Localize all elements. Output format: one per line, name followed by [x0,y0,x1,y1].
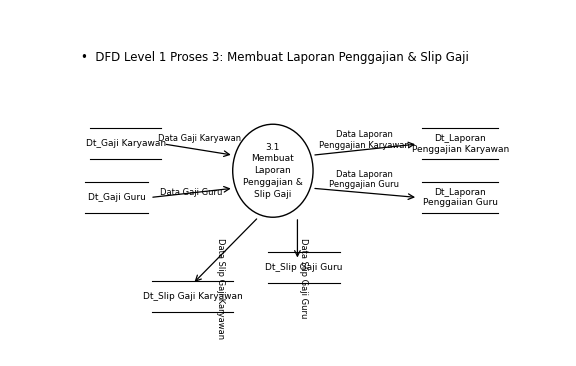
Text: Dt_Laporan
Penggajian Karyawan: Dt_Laporan Penggajian Karyawan [412,134,509,154]
Text: 3.1
Membuat
Laporan
Penggajian &
Slip Gaji: 3.1 Membuat Laporan Penggajian & Slip Ga… [243,143,303,199]
Text: Data Slip Gaji Karyawan: Data Slip Gaji Karyawan [215,238,225,340]
Text: Data Gaji Guru: Data Gaji Guru [161,188,223,197]
Text: Data Gaji Karyawan: Data Gaji Karyawan [158,134,241,143]
Text: Dt_Slip Gaji Karyawan: Dt_Slip Gaji Karyawan [143,292,242,300]
Text: •  DFD Level 1 Proses 3: Membuat Laporan Penggajian & Slip Gaji: • DFD Level 1 Proses 3: Membuat Laporan … [81,51,469,64]
Text: Data Slip Gaji Guru: Data Slip Gaji Guru [299,238,308,319]
Text: Dt_Laporan
Penggaiian Guru: Dt_Laporan Penggaiian Guru [423,188,498,207]
Text: Dt_Gaji Karyawan: Dt_Gaji Karyawan [85,139,166,149]
Text: Dt_Slip Gaji Guru: Dt_Slip Gaji Guru [266,264,343,272]
Text: Dt_Gaji Guru: Dt_Gaji Guru [88,193,146,202]
Text: Data Laporan
Penggajian Karyawan: Data Laporan Penggajian Karyawan [319,130,410,150]
Text: Data Laporan
Penggajian Guru: Data Laporan Penggajian Guru [329,170,399,189]
